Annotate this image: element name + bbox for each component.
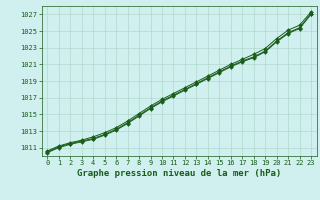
X-axis label: Graphe pression niveau de la mer (hPa): Graphe pression niveau de la mer (hPa) [77, 169, 281, 178]
